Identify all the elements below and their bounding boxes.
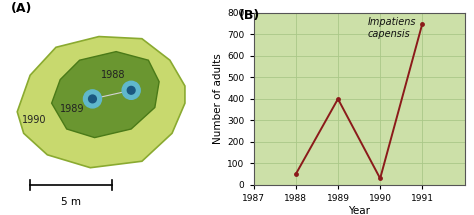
Text: 5 m: 5 m — [61, 197, 81, 207]
Circle shape — [89, 95, 96, 103]
Circle shape — [122, 81, 140, 99]
Polygon shape — [52, 52, 159, 138]
Circle shape — [83, 90, 101, 108]
Text: (A): (A) — [11, 2, 32, 15]
Text: (B): (B) — [239, 9, 261, 22]
Text: Impatiens
capensis: Impatiens capensis — [367, 17, 416, 39]
Text: 1988: 1988 — [101, 69, 126, 80]
Polygon shape — [17, 37, 185, 168]
Text: 1990: 1990 — [21, 115, 46, 125]
Text: 1989: 1989 — [60, 104, 85, 114]
Y-axis label: Number of adults: Number of adults — [213, 54, 223, 144]
Circle shape — [128, 86, 135, 94]
X-axis label: Year: Year — [348, 206, 370, 215]
